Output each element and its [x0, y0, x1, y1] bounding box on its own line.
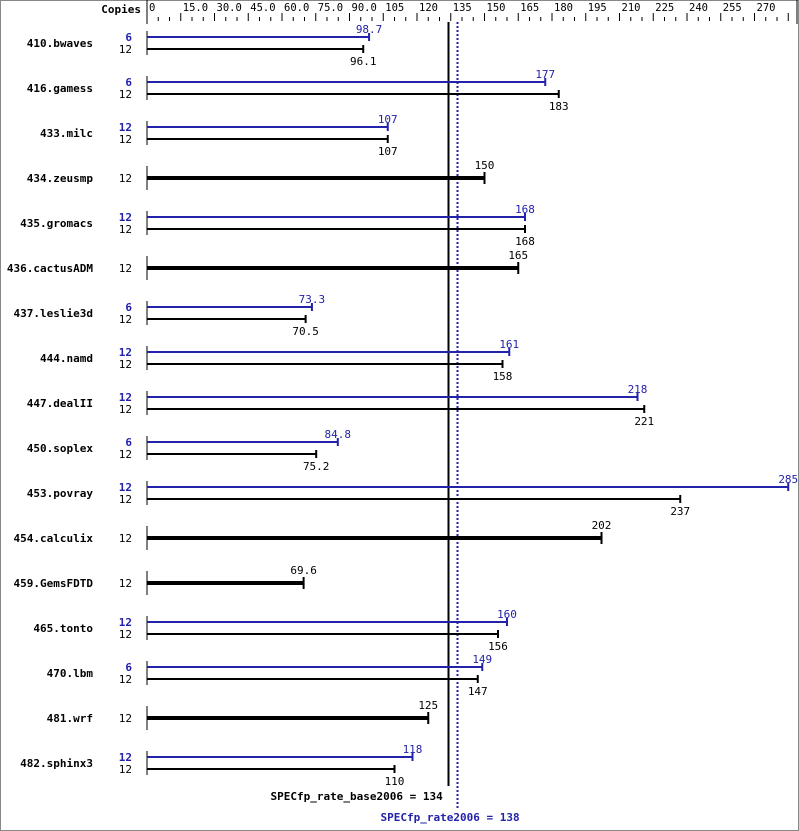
benchmark-name: 470.lbm	[47, 667, 94, 680]
peak-value-label: 160	[497, 608, 517, 621]
tick-label: 150	[487, 2, 506, 14]
base-copies: 12	[119, 628, 132, 641]
peak-value-label: 149	[472, 653, 492, 666]
tick-label: 270	[757, 2, 776, 14]
peak-value-label: 118	[403, 743, 423, 756]
peak-value-label: 84.8	[325, 428, 352, 441]
base-value-label: 107	[378, 145, 398, 158]
peak-value-label: 73.3	[299, 293, 326, 306]
base-copies: 12	[119, 403, 132, 416]
peak-copies: 6	[125, 661, 132, 674]
base-summary-label: SPECfp_rate_base2006 = 134	[271, 790, 444, 803]
base-value-label: 150	[475, 159, 495, 172]
tick-label: 165	[520, 2, 539, 14]
benchmark-name: 465.tonto	[33, 622, 93, 635]
base-value-label: 158	[493, 370, 513, 383]
peak-copies: 6	[125, 301, 132, 314]
benchmark-name: 444.namd	[40, 352, 93, 365]
base-value-label: 168	[515, 235, 535, 248]
base-copies: 12	[119, 223, 132, 236]
peak-copies: 12	[119, 751, 132, 764]
tick-label: 15.0	[183, 2, 208, 14]
benchmark-name: 447.dealII	[27, 397, 93, 410]
benchmark-name: 453.povray	[27, 487, 94, 500]
base-value-label: 237	[670, 505, 690, 518]
peak-value-label: 107	[378, 113, 398, 126]
tick-label: 30.0	[217, 2, 242, 14]
base-value-label: 110	[385, 775, 405, 788]
peak-copies: 12	[119, 391, 132, 404]
tick-label: 195	[588, 2, 607, 14]
peak-value-label: 161	[499, 338, 519, 351]
base-copies: 12	[119, 448, 132, 461]
benchmark-name: 454.calculix	[14, 532, 94, 545]
tick-label: 225	[655, 2, 674, 14]
tick-label: 180	[554, 2, 573, 14]
copies-header: Copies	[101, 3, 141, 16]
tick-label: 105	[385, 2, 404, 14]
base-value-label: 221	[634, 415, 654, 428]
tick-label: 45.0	[250, 2, 275, 14]
tick-label: 120	[419, 2, 438, 14]
peak-copies: 12	[119, 121, 132, 134]
peak-copies: 12	[119, 211, 132, 224]
base-copies: 12	[119, 133, 132, 146]
base-value-label: 202	[592, 519, 612, 532]
base-copies: 12	[119, 88, 132, 101]
benchmark-name: 481.wrf	[47, 712, 93, 725]
tick-label: 135	[453, 2, 472, 14]
base-copies: 12	[119, 493, 132, 506]
benchmark-name: 410.bwaves	[27, 37, 93, 50]
benchmark-name: 434.zeusmp	[27, 172, 94, 185]
peak-value-label: 285	[778, 473, 798, 486]
tick-label: 60.0	[284, 2, 309, 14]
benchmark-name: 437.leslie3d	[14, 307, 93, 320]
base-value-label: 147	[468, 685, 488, 698]
benchmark-name: 436.cactusADM	[7, 262, 93, 275]
benchmark-name: 416.gamess	[27, 82, 93, 95]
base-copies: 12	[119, 172, 132, 185]
tick-label: 90.0	[352, 2, 377, 14]
base-value-label: 183	[549, 100, 569, 113]
base-copies: 12	[119, 763, 132, 776]
base-copies: 12	[119, 313, 132, 326]
base-value-label: 96.1	[350, 55, 377, 68]
base-value-label: 75.2	[303, 460, 330, 473]
peak-value-label: 98.7	[356, 23, 383, 36]
benchmark-name: 450.soplex	[27, 442, 94, 455]
tick-label: 255	[723, 2, 742, 14]
benchmark-name: 482.sphinx3	[20, 757, 93, 770]
peak-copies: 12	[119, 346, 132, 359]
base-copies: 12	[119, 673, 132, 686]
base-value-label: 165	[508, 249, 528, 262]
peak-summary-label: SPECfp_rate2006 = 138	[381, 811, 520, 824]
base-value-label: 69.6	[290, 564, 317, 577]
base-copies: 12	[119, 712, 132, 725]
tick-label: 210	[622, 2, 641, 14]
peak-copies: 6	[125, 76, 132, 89]
tick-label: 240	[689, 2, 708, 14]
tick-label: 0	[149, 2, 155, 14]
peak-value-label: 168	[515, 203, 535, 216]
benchmark-name: 459.GemsFDTD	[14, 577, 94, 590]
peak-value-label: 218	[628, 383, 648, 396]
peak-copies: 6	[125, 436, 132, 449]
base-copies: 12	[119, 577, 132, 590]
peak-copies: 12	[119, 481, 132, 494]
base-copies: 12	[119, 43, 132, 56]
benchmark-name: 435.gromacs	[20, 217, 93, 230]
base-value-label: 70.5	[292, 325, 319, 338]
peak-copies: 12	[119, 616, 132, 629]
base-copies: 12	[119, 532, 132, 545]
base-value-label: 156	[488, 640, 508, 653]
base-copies: 12	[119, 262, 132, 275]
base-value-label: 125	[418, 699, 438, 712]
peak-copies: 6	[125, 31, 132, 44]
peak-value-label: 177	[535, 68, 555, 81]
tick-label: 75.0	[318, 2, 343, 14]
benchmark-name: 433.milc	[40, 127, 93, 140]
base-copies: 12	[119, 358, 132, 371]
